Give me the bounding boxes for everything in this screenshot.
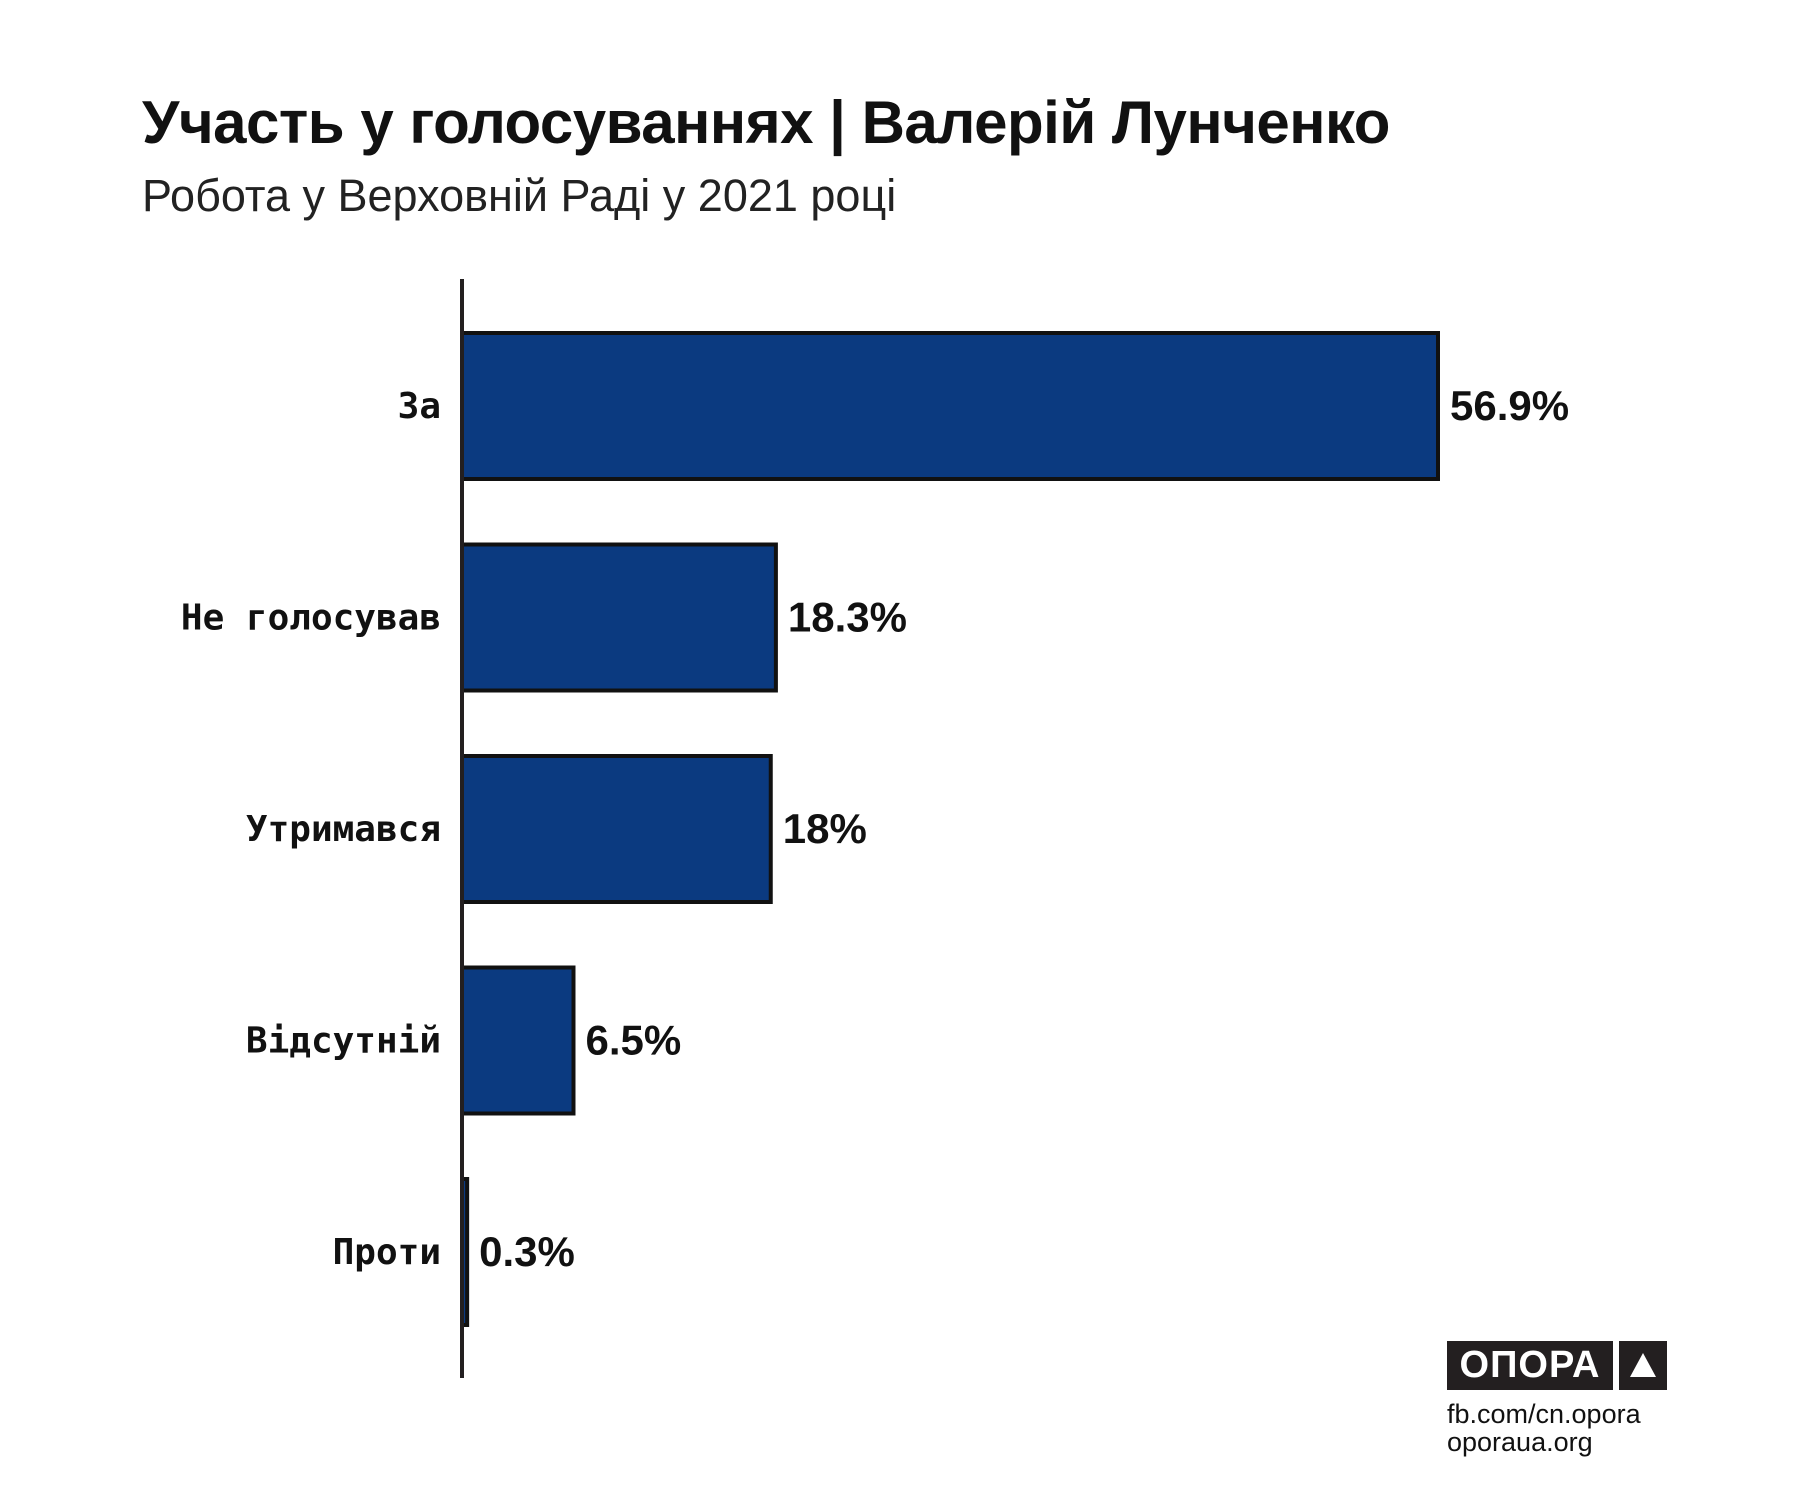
value-label: 18.3% [788,594,907,641]
logo-wordmark: ОПОРА [1447,1341,1613,1390]
value-label: 6.5% [585,1017,681,1064]
bar-1 [460,542,778,693]
bar-2 [460,754,773,904]
chart-subtitle: Робота у Верховній Раді у 2021 році [142,170,897,221]
facebook-link: fb.com/cn.opora [1447,1399,1641,1429]
category-label: Утримався [246,809,441,850]
category-label: За [398,386,441,427]
footer-links: fb.com/cn.opora oporaua.org [1447,1400,1641,1456]
bar-3 [460,965,576,1116]
category-label: Відсутній [246,1021,441,1062]
triangle-icon [1619,1341,1667,1390]
category-label: Проти [333,1232,441,1273]
value-label: 0.3% [479,1228,575,1275]
chart-title: Участь у голосуваннях | Валерій Лунченко [142,89,1390,156]
value-label: 56.9% [1450,382,1569,429]
bar-0 [460,331,1440,481]
website-link: oporaua.org [1447,1427,1593,1457]
value-label: 18% [783,805,867,852]
category-label: Не голосував [181,598,441,639]
